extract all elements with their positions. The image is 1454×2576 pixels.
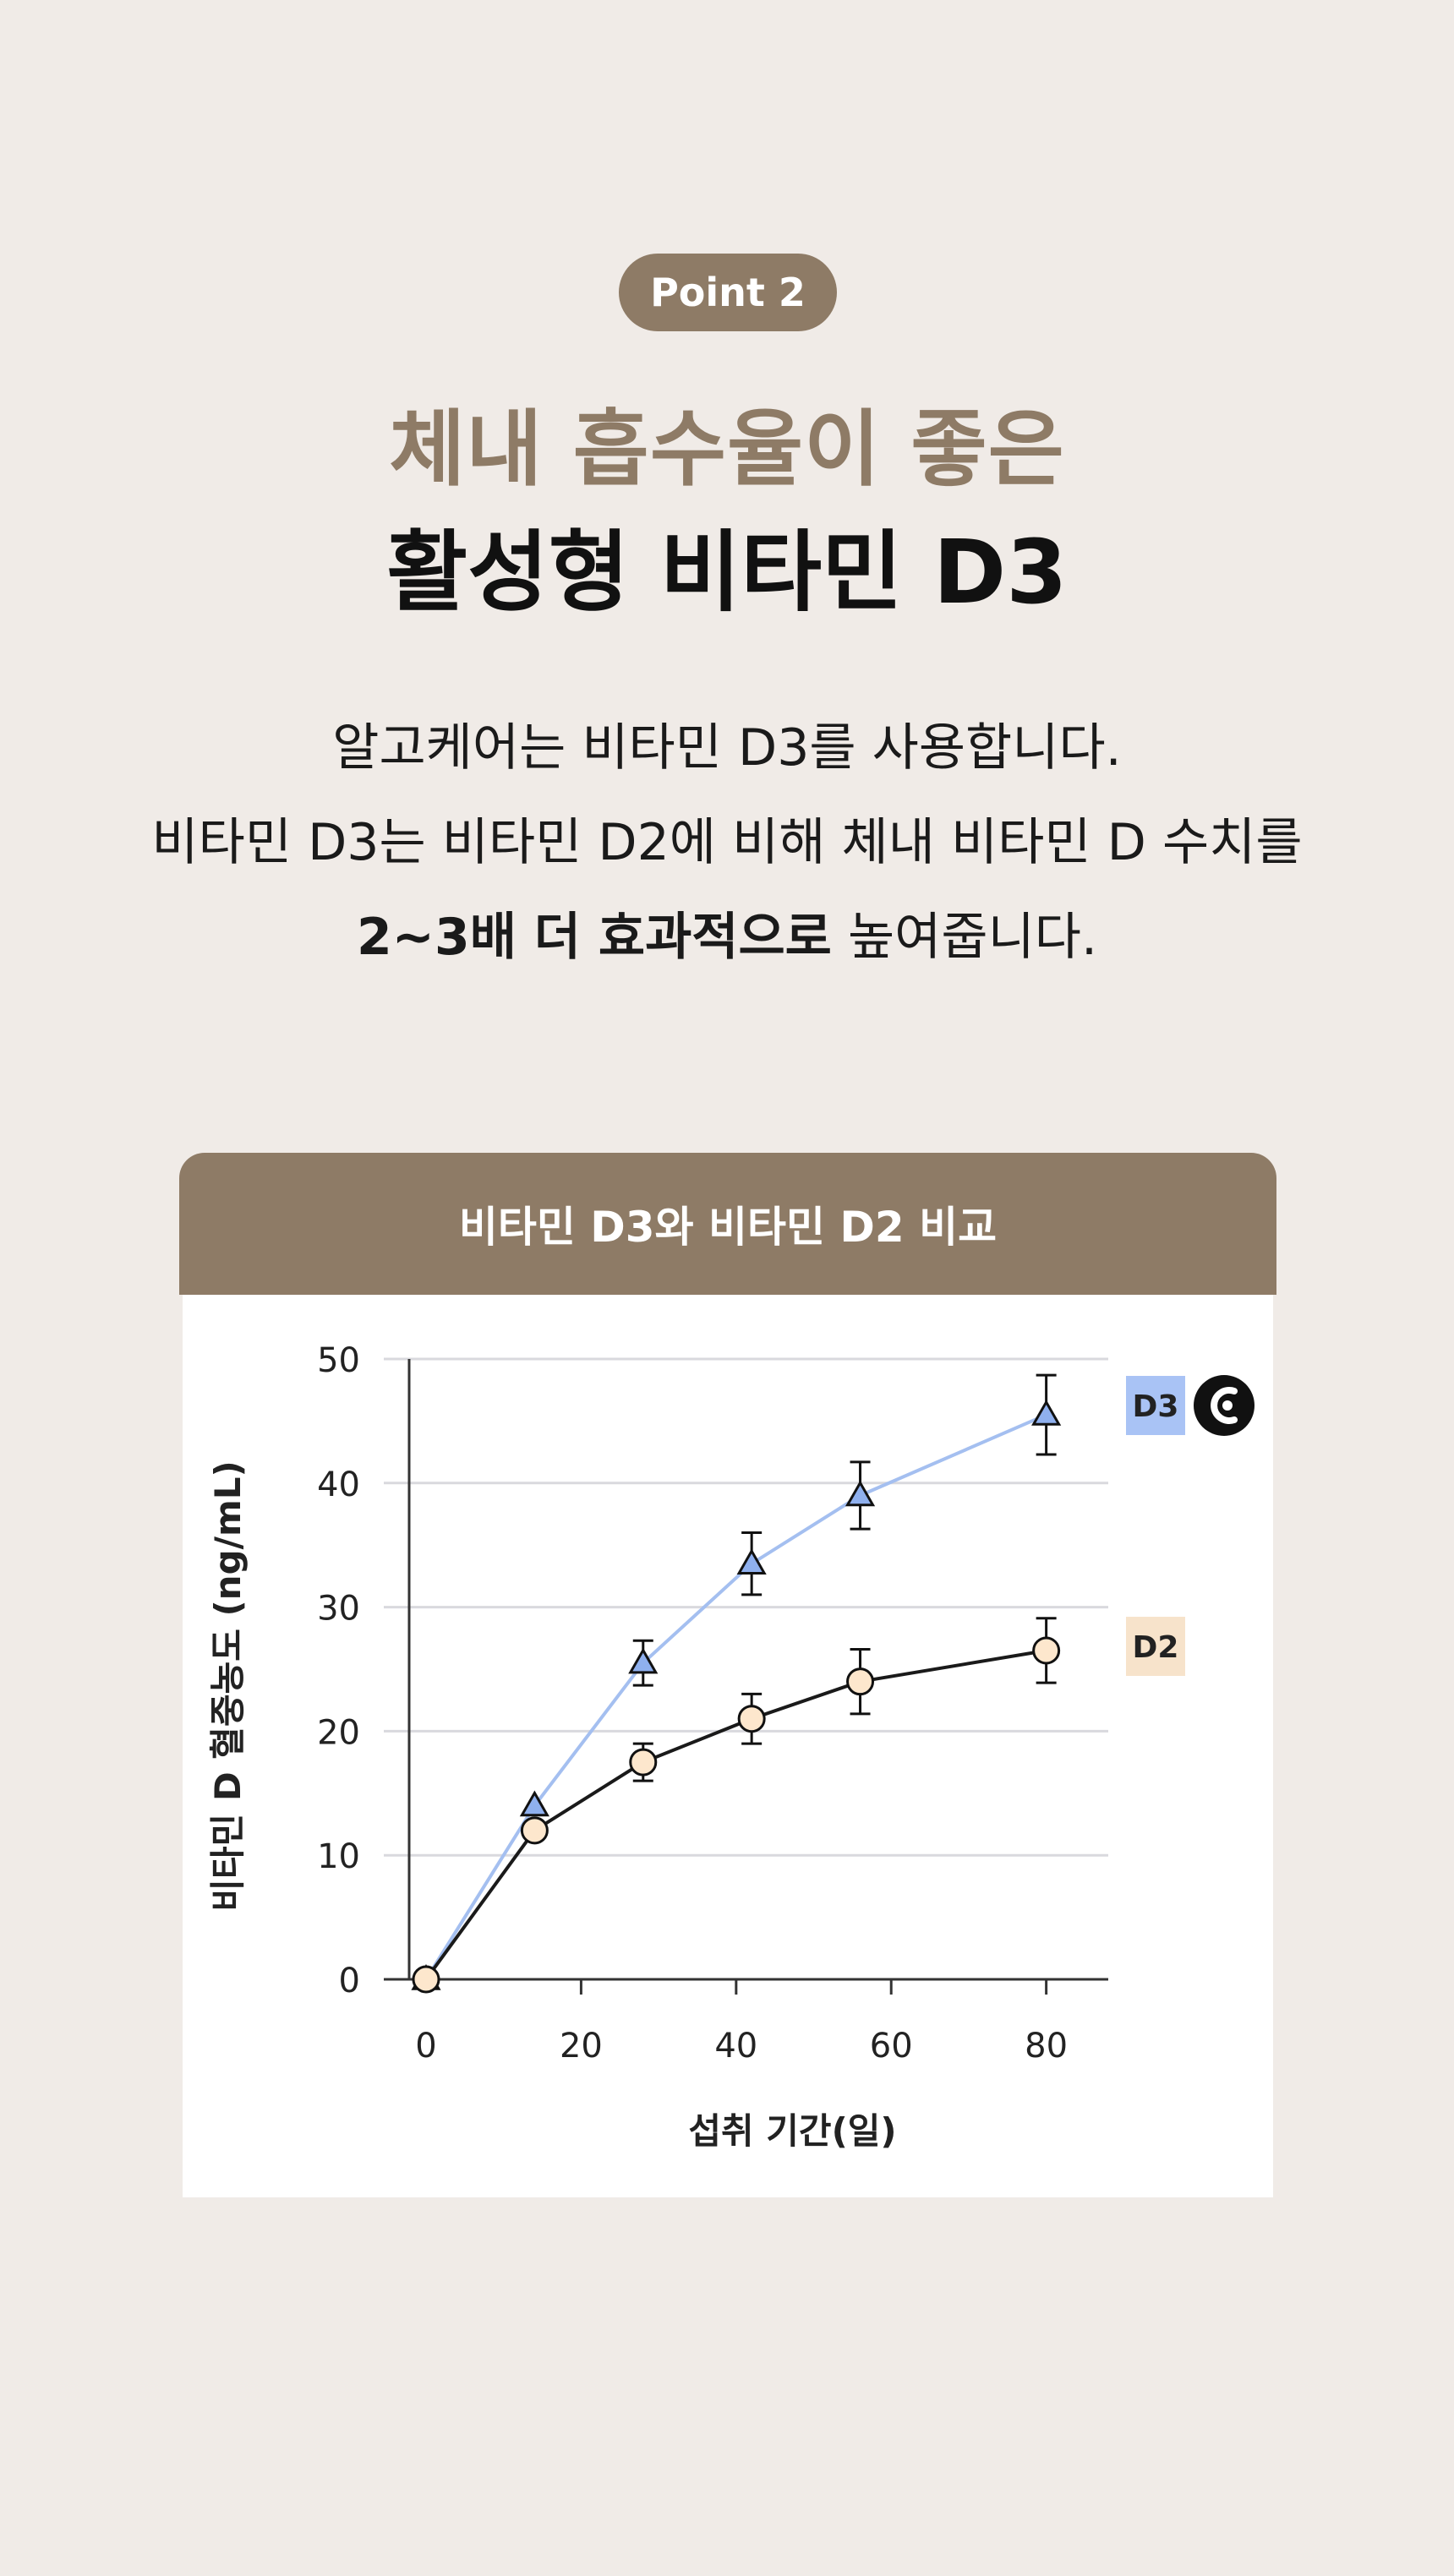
y-tick-label: 0	[339, 1962, 360, 2000]
data-point-d2	[629, 1748, 658, 1776]
x-tick-label: 20	[560, 2027, 603, 2066]
description-line-1: 알고케어는 비타민 D3를 사용합니다.	[332, 718, 1122, 778]
data-point-d3	[628, 1647, 659, 1674]
data-point-d2	[737, 1705, 766, 1733]
description-line-3-rest: 높여줍니다.	[831, 908, 1098, 967]
y-tick-label: 50	[317, 1341, 360, 1380]
line-chart: 0 10 20 30 40 50 0 20 40 60 80 섭취 기간(일) 비타민 D 혈중농도 (…	[207, 1341, 1254, 2152]
x-axis-title: 섭취 기간(일)	[688, 2110, 896, 2152]
y-tick-label: 10	[317, 1837, 360, 1876]
legend-swatch-d3	[1126, 1376, 1185, 1435]
headline-subtitle: 체내 흡수율이 좋은	[389, 401, 1065, 498]
data-point-d2	[1032, 1636, 1061, 1665]
logo-mark	[1211, 1387, 1238, 1424]
logo-dot	[1222, 1400, 1233, 1411]
description-line-3: 2~3배 더 효과적으로 높여줍니다.	[0, 896, 1454, 969]
chart-title: 비타민 D3와 비타민 D2 비교	[179, 1153, 1276, 1295]
grid-layer	[384, 1357, 1108, 1857]
y-tick-label: 20	[317, 1713, 360, 1752]
y-tick-label: 30	[317, 1590, 360, 1629]
legend-label-d3: D3	[1133, 1389, 1179, 1424]
series-layer	[411, 1373, 1062, 1994]
data-point-d3	[845, 1480, 876, 1507]
y-tick-label: 40	[317, 1465, 360, 1504]
data-point-d2	[412, 1965, 440, 1994]
axis-layer	[384, 1359, 1108, 1995]
chart-body: 0 10 20 30 40 50 0 20 40 60 80 섭취 기간(일) 비타민 D 혈중농도 (…	[183, 1295, 1273, 2197]
x-tick-label: 0	[415, 2027, 436, 2066]
series-line-d3	[424, 1413, 1047, 1981]
description-emphasis: 2~3배 더 효과적으로	[356, 908, 832, 967]
description-line-2: 비타민 D3는 비타민 D2에 비해 체내 비타민 D 수치를	[151, 813, 1303, 872]
x-tick-label: 40	[714, 2027, 757, 2066]
legend-label-d2: D2	[1133, 1630, 1179, 1665]
data-point-d3	[519, 1790, 549, 1817]
comparison-chart-card: 비타민 D3와 비타민 D2 비교 0 10 20 30 40 50 0 20 40 60 80 섭취…	[179, 1153, 1276, 2197]
y-axis-title: 비타민 D 혈중농도 (ng/mL)	[207, 1460, 249, 1911]
data-point-d2	[846, 1667, 875, 1696]
algocare-logo-icon	[1194, 1375, 1254, 1436]
point-badge: Point 2	[619, 254, 837, 331]
data-point-d3	[736, 1548, 767, 1575]
headline-title: 활성형 비타민 D3	[386, 521, 1068, 624]
series-line-d2	[424, 1649, 1047, 1981]
legend-swatch-d2	[1126, 1617, 1185, 1676]
data-point-d2	[520, 1816, 549, 1845]
x-tick-label: 80	[1025, 2027, 1068, 2066]
label-layer: 0 10 20 30 40 50 0 20 40 60 80 섭취 기간(일) 비타민 D 혈중농도 (…	[207, 1341, 1254, 2152]
x-tick-label: 60	[870, 2027, 913, 2066]
data-point-d3	[1031, 1400, 1062, 1426]
